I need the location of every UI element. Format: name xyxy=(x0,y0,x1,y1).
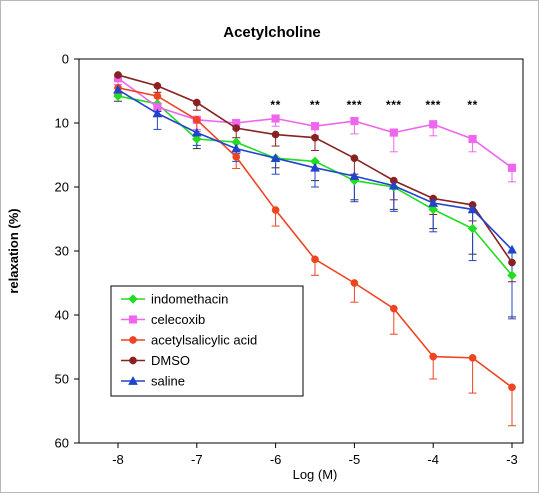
data-point xyxy=(311,255,319,264)
y-tick-label: 10 xyxy=(55,116,69,131)
series-line-dmso xyxy=(114,71,516,267)
data-point xyxy=(232,153,241,161)
data-point xyxy=(310,162,320,172)
data-point xyxy=(192,115,201,124)
y-axis-label: relaxation (%) xyxy=(6,208,21,293)
x-tick-label: -5 xyxy=(349,452,361,467)
data-point xyxy=(152,108,163,118)
legend-entry: DMSO xyxy=(151,353,190,368)
data-point xyxy=(428,204,439,215)
data-point xyxy=(389,304,398,313)
significance-marker: *** xyxy=(347,98,363,112)
x-tick-label: -3 xyxy=(506,452,518,467)
legend-marker xyxy=(128,315,138,324)
x-tick-label: -8 xyxy=(112,452,124,467)
y-tick-label: 40 xyxy=(55,308,69,323)
data-point xyxy=(429,352,438,361)
data-point xyxy=(191,134,202,144)
data-point xyxy=(507,270,517,281)
legend-marker xyxy=(128,294,138,304)
data-point xyxy=(467,223,478,234)
legend-marker xyxy=(128,375,138,385)
data-point xyxy=(232,124,241,132)
legend-marker xyxy=(129,356,137,365)
data-point xyxy=(468,354,477,362)
x-tick-label: -4 xyxy=(427,452,439,467)
data-point xyxy=(270,153,281,163)
data-point xyxy=(191,127,202,137)
data-point xyxy=(271,130,280,139)
data-point xyxy=(114,71,122,79)
data-point xyxy=(507,163,517,172)
data-point xyxy=(113,84,123,94)
x-tick-label: -6 xyxy=(270,452,282,467)
x-axis-label: Log (M) xyxy=(293,467,338,482)
chart-title: Acetylcholine xyxy=(223,24,321,41)
data-point xyxy=(113,91,123,101)
data-point xyxy=(468,134,477,144)
data-point xyxy=(231,143,242,153)
data-point xyxy=(311,133,319,142)
y-tick-label: 0 xyxy=(62,52,69,67)
legend-entry: indomethacin xyxy=(151,292,228,307)
legend-marker xyxy=(129,336,137,344)
data-point xyxy=(508,383,516,392)
significance-marker: ** xyxy=(310,98,320,112)
data-point xyxy=(153,92,162,100)
series-line-saline xyxy=(113,84,517,254)
data-point xyxy=(271,114,280,123)
y-tick-label: 60 xyxy=(55,436,69,451)
data-point xyxy=(349,171,360,180)
legend-box xyxy=(110,285,304,397)
axes: 0 10 20 30 40 50 60 -8 -7 -6 -5 -4 -3 xyxy=(55,52,524,467)
data-point xyxy=(271,206,280,214)
data-point xyxy=(389,128,398,137)
data-point xyxy=(350,154,359,163)
significance-marker: *** xyxy=(425,98,441,112)
series-layer xyxy=(113,71,517,427)
y-tick-label: 30 xyxy=(55,244,69,259)
significance-marker: ** xyxy=(467,98,477,112)
data-point xyxy=(192,98,201,107)
x-tick-label: -7 xyxy=(191,452,203,467)
significance-marker: *** xyxy=(386,98,402,112)
data-point xyxy=(508,258,516,267)
data-point xyxy=(153,82,162,90)
data-point xyxy=(388,180,399,190)
data-point xyxy=(350,117,359,126)
data-point xyxy=(428,197,439,207)
legend: indomethacin celecoxib acetylsalicylic aci… xyxy=(110,285,304,397)
significance-marker: ** xyxy=(270,98,280,112)
legend-entry: acetylsalicylic acid xyxy=(151,333,257,348)
y-tick-label: 50 xyxy=(55,372,69,387)
data-point xyxy=(429,120,438,129)
legend-entry: saline xyxy=(151,374,185,389)
data-point xyxy=(310,122,320,131)
significance-annotations: ** ** *** *** *** ** xyxy=(270,98,477,112)
legend-entry: celecoxib xyxy=(151,312,205,327)
data-point xyxy=(350,279,359,287)
data-point xyxy=(507,244,517,254)
data-point xyxy=(467,204,478,214)
y-tick-label: 20 xyxy=(55,180,69,195)
